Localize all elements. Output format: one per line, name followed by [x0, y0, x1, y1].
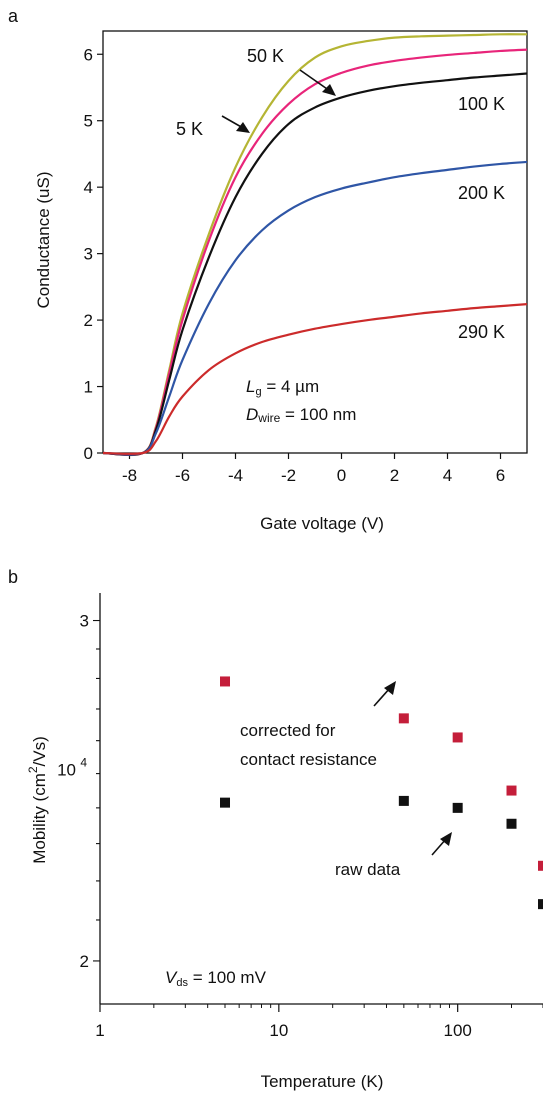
x-tick-label: 0	[337, 466, 346, 485]
y-tick-label: 3	[84, 245, 93, 264]
y-tick-label: 2	[80, 952, 89, 971]
curve-100k	[102, 72, 528, 456]
raw-point	[538, 899, 543, 910]
corrected-point	[398, 713, 409, 724]
arrow-corrected	[373, 681, 396, 707]
label-290k: 290 K	[458, 322, 505, 342]
label-200k: 200 K	[458, 183, 505, 203]
plot-b-ylabel: Mobility (cm2/Vs)	[26, 736, 49, 864]
raw-point	[220, 797, 231, 808]
raw-point	[506, 818, 517, 829]
label-5k: 5 K	[176, 119, 203, 139]
corrected-point	[452, 732, 463, 743]
arrow-50k	[299, 69, 336, 96]
y-tick-label: 1	[84, 378, 93, 397]
arrow-raw-data	[431, 832, 452, 856]
corrected-point	[538, 860, 543, 871]
x-tick-label: 10	[269, 1021, 288, 1040]
annotation-corrected-line1: corrected for	[240, 721, 336, 740]
annotation-vds: Vds = 100 mV	[165, 968, 267, 989]
x-tick-label: 1	[95, 1021, 104, 1040]
plot-b-axes	[99, 593, 543, 1005]
x-tick-label: 4	[443, 466, 452, 485]
label-50k: 50 K	[247, 46, 284, 66]
corrected-point	[506, 785, 517, 796]
plot-b-xlabel: Temperature (K)	[261, 1072, 384, 1091]
plot-a-ylabel: Conductance (uS)	[34, 171, 53, 308]
y-tick-label: 4	[84, 178, 93, 197]
label-100k: 100 K	[458, 94, 505, 114]
panel-a-letter: a	[8, 6, 19, 26]
corrected-point	[220, 676, 231, 687]
x-tick-label: 2	[390, 466, 399, 485]
annotation-raw-data: raw data	[335, 860, 401, 879]
curve-200k	[102, 160, 528, 456]
annotation-corrected-line2: contact resistance	[240, 750, 377, 769]
plot-a-ticks: -8 -6 -4 -2 0 2 4 6 0 1 2 3 4 5 6	[84, 45, 506, 485]
annotation-dwire: Dwire = 100 nm	[246, 405, 356, 425]
plot-b-points	[220, 676, 543, 910]
curve-290k	[102, 303, 528, 455]
x-tick-label: -8	[122, 466, 137, 485]
curve-5k	[102, 48, 528, 456]
x-tick-label: 6	[496, 466, 505, 485]
plot-b-ticks: 1 10 100 2 3 10 4	[57, 612, 543, 1040]
raw-point	[452, 802, 463, 813]
y-tick-label-exponent: 4	[80, 756, 87, 770]
annotation-lg: Lg = 4 µm	[246, 377, 319, 398]
y-tick-label: 2	[84, 311, 93, 330]
y-tick-label-ten: 10	[57, 761, 76, 780]
y-tick-label: 5	[84, 112, 93, 131]
x-tick-label: -6	[175, 466, 190, 485]
plot-a-frame	[102, 30, 528, 454]
raw-point	[398, 795, 409, 806]
x-tick-label: 100	[443, 1021, 471, 1040]
x-tick-label: -2	[281, 466, 296, 485]
conductance-plot: -8 -6 -4 -2 0 2 4 6 0 1 2 3 4 5 6	[84, 30, 528, 485]
plot-a-curves	[102, 33, 528, 457]
mobility-plot: 1 10 100 2 3 10 4	[57, 593, 543, 1040]
y-tick-label: 3	[80, 612, 89, 631]
panel-b-letter: b	[8, 567, 18, 587]
plot-a-xlabel: Gate voltage (V)	[260, 514, 384, 533]
x-tick-label: -4	[228, 466, 243, 485]
y-tick-label: 0	[84, 444, 93, 463]
arrow-5k	[221, 115, 250, 133]
y-tick-label: 6	[84, 45, 93, 64]
